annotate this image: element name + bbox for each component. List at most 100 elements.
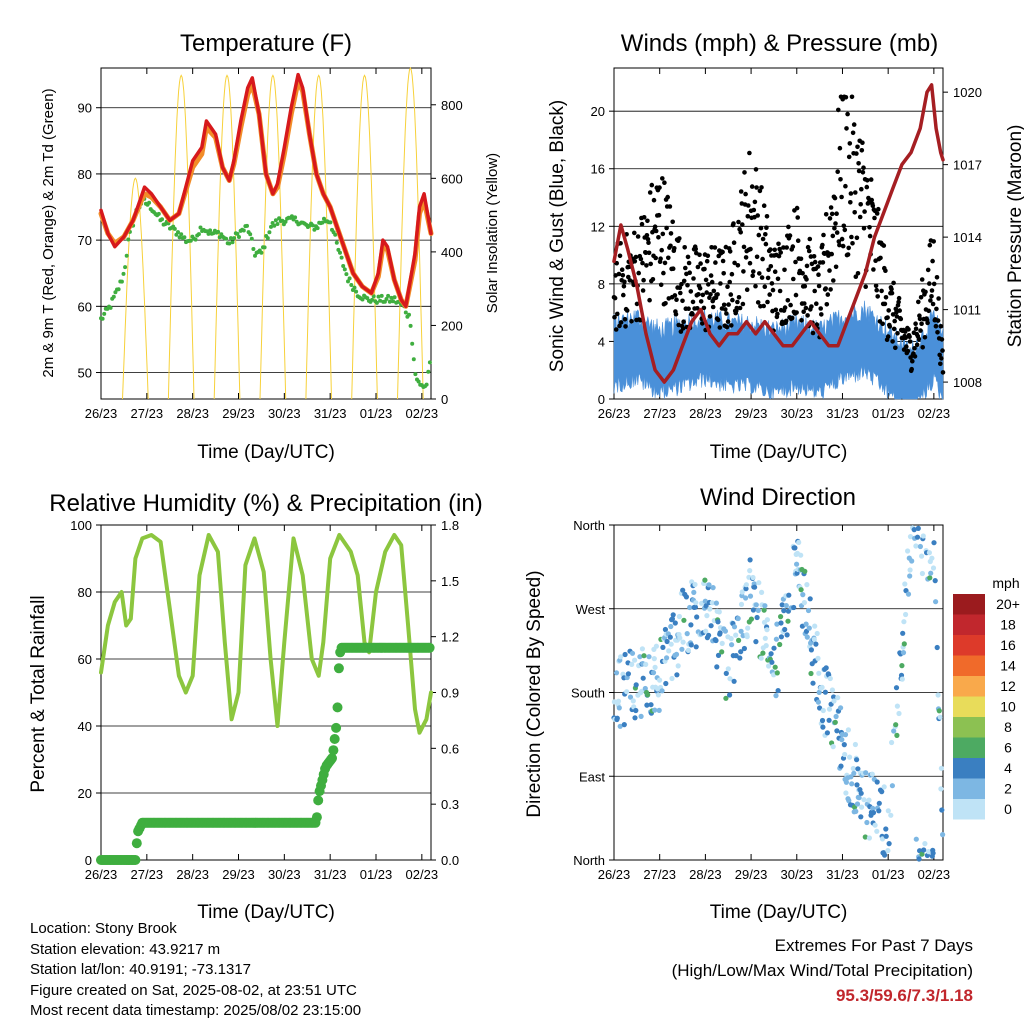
gust-point xyxy=(883,295,889,300)
direction-point xyxy=(629,650,636,656)
y-tick-label: 20 xyxy=(591,104,605,119)
direction-point xyxy=(935,692,941,698)
direction-point xyxy=(670,612,676,618)
direction-point xyxy=(815,699,822,705)
y-tick-label: 20 xyxy=(78,786,92,801)
x-tick-label: 01/23 xyxy=(872,406,905,421)
direction-point xyxy=(889,783,896,789)
gust-point xyxy=(683,265,688,271)
gust-point xyxy=(856,161,861,166)
direction-point xyxy=(805,607,812,614)
gust-point xyxy=(696,292,701,297)
direction-point xyxy=(715,619,721,625)
gust-point xyxy=(742,170,747,175)
gust-point xyxy=(709,279,715,285)
y2-tick-label: 1.5 xyxy=(441,574,459,589)
direction-point xyxy=(798,552,804,558)
temperature-chart: 26/23 27/23 28/23 29/23 30/23 31/23 01/23 02/23… xyxy=(40,30,501,463)
x-tick-label: 31/23 xyxy=(826,867,859,882)
gust-point xyxy=(632,259,638,264)
direction-point xyxy=(814,630,820,637)
temperature-xlabel: Time (Day/UTC) xyxy=(197,442,335,463)
direction-point xyxy=(902,581,908,587)
legend-label: 2 xyxy=(1004,781,1012,797)
gust-point xyxy=(758,304,763,309)
gust-point xyxy=(698,299,704,304)
gust-point xyxy=(662,180,667,185)
gust-point xyxy=(849,234,854,240)
gust-point xyxy=(923,289,928,295)
direction-point xyxy=(779,602,785,608)
direction-point xyxy=(803,621,809,627)
gust-point xyxy=(795,215,800,220)
rainfall-point xyxy=(331,722,342,733)
dewpoint-point xyxy=(182,235,187,240)
dewpoint-point xyxy=(230,240,235,245)
elevation-text: Station elevation: 43.9217 m xyxy=(30,940,221,958)
direction-point xyxy=(800,592,806,598)
gust-point xyxy=(748,246,753,252)
gust-point xyxy=(844,126,849,131)
direction-point xyxy=(713,600,720,606)
direction-point xyxy=(792,545,798,551)
gust-point xyxy=(859,186,864,192)
gust-point xyxy=(940,348,945,353)
legend-unit: mph xyxy=(992,575,1019,591)
legend-label: 16 xyxy=(1000,637,1016,653)
direction-point xyxy=(843,790,849,796)
gust-point xyxy=(896,299,901,305)
direction-point xyxy=(936,708,942,714)
dewpoint-point xyxy=(224,236,229,241)
gust-point xyxy=(872,215,877,221)
gust-point xyxy=(664,225,669,231)
gust-point xyxy=(622,279,627,285)
gust-point xyxy=(914,342,920,348)
gust-point xyxy=(812,259,818,265)
gust-point xyxy=(705,253,711,259)
winds-title: Winds (mph) & Pressure (mb) xyxy=(621,30,938,57)
dewpoint-point xyxy=(265,236,270,241)
gust-point xyxy=(682,245,687,250)
direction-point xyxy=(641,653,647,659)
dewpoint-point xyxy=(147,200,152,205)
direction-point xyxy=(685,647,692,654)
gust-point xyxy=(621,284,627,289)
gust-point xyxy=(912,346,917,351)
x-tick-label: 31/23 xyxy=(314,867,347,882)
dewpoint-point xyxy=(379,293,384,298)
rainfall-point xyxy=(327,753,337,764)
direction-point xyxy=(728,636,734,642)
direction-point xyxy=(913,543,919,549)
gust-point xyxy=(905,348,911,354)
gust-point xyxy=(849,94,855,100)
y-tick-label: 12 xyxy=(591,219,605,234)
direction-point xyxy=(782,626,788,633)
gust-point xyxy=(778,250,783,255)
gust-point xyxy=(847,141,853,146)
y-tick-label: 0 xyxy=(85,853,92,868)
y2-tick-label: 1020 xyxy=(953,85,982,100)
gust-point xyxy=(829,251,834,257)
direction-point xyxy=(667,634,673,640)
rainfall-point xyxy=(424,642,435,653)
gust-point xyxy=(686,306,691,312)
direction-point xyxy=(771,645,777,651)
gust-point xyxy=(762,284,768,290)
direction-point xyxy=(744,634,750,640)
gust-point xyxy=(772,269,778,275)
direction-point xyxy=(907,534,914,540)
gust-point xyxy=(861,226,867,231)
direction-point xyxy=(747,557,753,563)
gust-point xyxy=(760,236,766,242)
gust-point xyxy=(909,366,914,372)
dewpoint-point xyxy=(111,294,116,299)
y-tick-label: West xyxy=(576,602,606,617)
gust-point xyxy=(777,288,783,294)
gust-point xyxy=(650,277,656,282)
gust-point xyxy=(731,240,737,245)
x-tick-label: 30/23 xyxy=(268,867,301,882)
legend-label: 0 xyxy=(1004,801,1012,817)
dewpoint-point xyxy=(427,360,432,365)
gust-point xyxy=(848,191,854,196)
rainfall-point xyxy=(328,745,339,756)
